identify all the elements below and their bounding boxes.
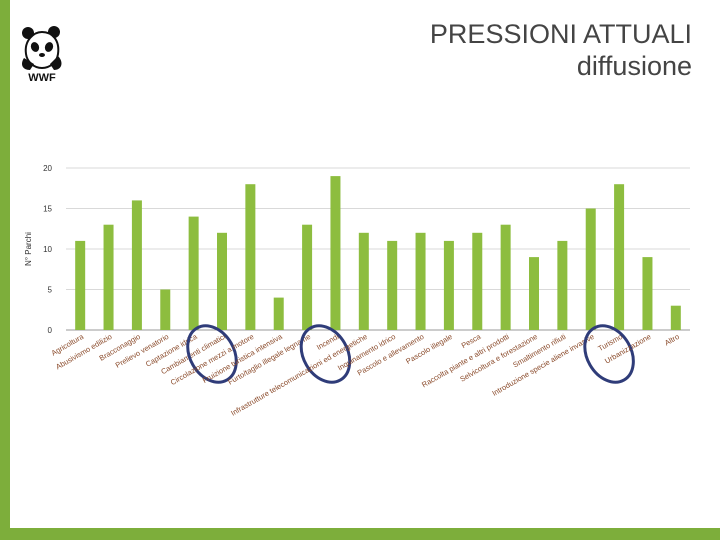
bar [131, 200, 142, 330]
bar [415, 232, 426, 330]
bar [217, 232, 227, 330]
bar [160, 289, 171, 330]
bar [358, 232, 369, 330]
y-tick-label: 15 [43, 205, 52, 214]
panda-icon: WWF [22, 26, 62, 84]
bar [529, 257, 539, 330]
left-accent-bar [0, 0, 10, 540]
bar [188, 216, 199, 330]
bar [472, 232, 483, 330]
bar [245, 184, 256, 330]
title-line-1: PRESSIONI ATTUALI [429, 19, 692, 49]
bar [103, 224, 114, 330]
highlight-circle [583, 324, 635, 384]
bar [443, 240, 454, 330]
bar [273, 297, 284, 330]
y-tick-label: 5 [48, 286, 53, 295]
highlight-circle [186, 324, 238, 384]
wwf-logo-text: WWF [28, 72, 56, 84]
bar [642, 257, 653, 330]
bottom-accent-bar [10, 528, 720, 540]
bar [557, 240, 568, 330]
y-tick-label: 10 [43, 245, 52, 254]
title-line-2: diffusione [576, 51, 692, 81]
bar [500, 224, 511, 330]
bar [387, 240, 398, 330]
y-tick-label: 20 [43, 164, 52, 173]
bar [330, 176, 341, 330]
bar [302, 224, 313, 330]
x-tick-label: Altro [663, 332, 681, 348]
y-axis-label: N° Parchi [24, 232, 33, 266]
wwf-panda-logo: WWF [20, 24, 64, 84]
bar [75, 240, 86, 330]
highlight-circle [299, 324, 352, 384]
bar [614, 184, 625, 330]
bar [670, 305, 681, 330]
slide-title: PRESSIONI ATTUALI diffusione [430, 18, 692, 82]
bar [585, 208, 596, 330]
y-tick-label: 0 [48, 326, 53, 335]
